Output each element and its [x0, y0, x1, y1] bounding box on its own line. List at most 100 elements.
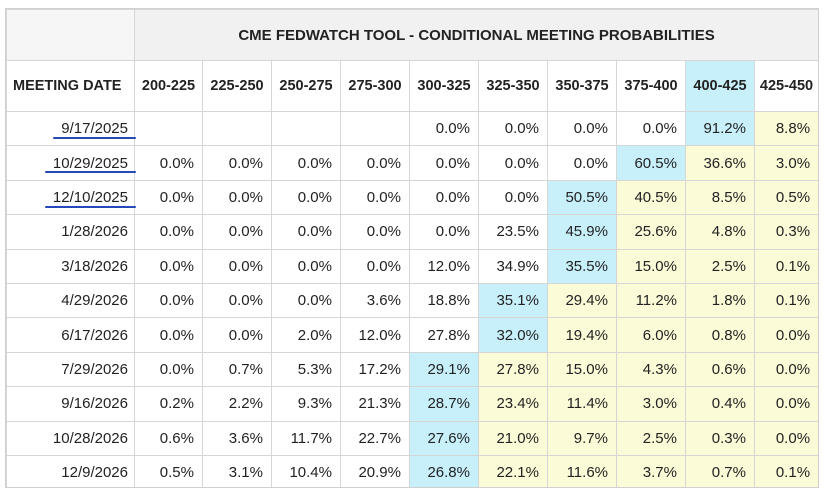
probability-cell: 0.1% [753, 282, 818, 319]
probability-cell: 1.8% [685, 282, 755, 319]
probability-cell: 6.0% [616, 317, 686, 353]
meeting-date-cell: 6/17/2026 [6, 317, 135, 353]
probability-cell: 15.0% [616, 248, 686, 284]
probability-cell: 0.0% [134, 145, 203, 181]
rate-range-header: 300-325 [409, 60, 479, 112]
probability-cell: 0.0% [134, 351, 203, 388]
probability-cell: 22.1% [478, 454, 548, 487]
probabilities-table: CME FEDWATCH TOOL - CONDITIONAL MEETING … [6, 9, 818, 487]
probability-cell: 22.7% [340, 420, 410, 456]
probability-cell: 17.2% [340, 351, 410, 388]
probability-cell: 0.0% [753, 351, 818, 388]
table-row: 4/29/2026 0.0% 0.0% 0.0% 3.6% 18.8% 35.1% 29.4%… [6, 282, 818, 319]
probability-cell: 0.3% [685, 420, 755, 456]
table-row: 9/16/2026 0.2% 2.2% 9.3% 21.3% 28.7% 23.4% 11.4… [6, 386, 818, 422]
probability-cell: 34.9% [478, 248, 548, 284]
meeting-date: 1/28/2026 [61, 223, 128, 241]
meeting-date-cell: 9/17/2025 [6, 110, 136, 147]
meeting-date: 10/29/2025 [52, 154, 128, 172]
probability-cell: 0.7% [685, 454, 755, 487]
probability-cell: 0.8% [685, 317, 755, 353]
probability-cell: 0.0% [134, 282, 203, 319]
probability-cell: 3.0% [616, 386, 686, 422]
meeting-date-cell: 12/9/2026 [6, 454, 135, 487]
probability-cell: 0.5% [753, 179, 818, 216]
probability-cell: 9.7% [547, 420, 617, 456]
probability-cell: 29.4% [547, 282, 617, 319]
probability-cell: 21.3% [340, 386, 410, 422]
meeting-date: 3/18/2026 [61, 257, 128, 275]
probability-cell: 29.1% [409, 351, 479, 388]
probability-cell: 0.7% [202, 351, 272, 388]
probability-cell: 0.0% [340, 248, 410, 284]
probability-cell: 0.0% [409, 214, 479, 250]
table-row: 3/18/2026 0.0% 0.0% 0.0% 0.0% 12.0% 34.9% 35.5%… [6, 248, 818, 284]
probability-cell: 2.0% [271, 317, 341, 353]
probability-cell: 8.8% [753, 110, 818, 147]
probability-cell: 0.0% [478, 145, 548, 181]
probability-cell: 11.7% [271, 420, 341, 456]
probability-cell: 4.3% [616, 351, 686, 388]
meeting-date-cell: 1/28/2026 [6, 214, 135, 250]
probability-cell: 0.0% [547, 110, 617, 147]
probability-cell: 0.4% [685, 386, 755, 422]
probability-cell: 60.5% [616, 145, 686, 181]
probability-cell: 0.0% [202, 179, 272, 216]
probability-cell: 0.0% [134, 214, 203, 250]
rate-range-header: 225-250 [202, 60, 272, 112]
probability-cell: 0.0% [340, 179, 410, 216]
probability-cell: 26.8% [409, 454, 479, 487]
rate-range-header: 425-450 [753, 60, 818, 112]
table-row: 10/29/2025 0.0% 0.0% 0.0% 0.0% 0.0% 0.0% 0.0% 60… [6, 145, 818, 181]
probability-cell: 0.0% [409, 145, 479, 181]
meeting-date: 7/29/2026 [61, 360, 128, 378]
table-body: 9/17/2025 0.0% 0.0% 0.0% 0.0% 91.2% 8.8% 10/29/… [6, 110, 818, 487]
probability-cell: 0.0% [478, 110, 548, 147]
probability-cell: 27.8% [409, 317, 479, 353]
probability-cell: 3.7% [616, 454, 686, 487]
probability-cell: 0.0% [271, 179, 341, 216]
probability-cell: 11.4% [547, 386, 617, 422]
probability-cell: 36.6% [685, 145, 755, 181]
corner-cell [6, 9, 135, 61]
probability-cell: 25.6% [616, 214, 686, 250]
probability-cell: 27.6% [409, 420, 479, 456]
rate-range-header: 275-300 [340, 60, 410, 112]
probability-cell: 0.0% [134, 179, 203, 216]
probability-cell: 0.0% [271, 248, 341, 284]
probability-cell [134, 110, 203, 147]
probability-cell: 3.1% [202, 454, 272, 487]
probability-cell: 11.2% [616, 282, 686, 319]
probability-cell: 2.5% [685, 248, 755, 284]
rate-range-header: 350-375 [547, 60, 617, 112]
probability-cell: 12.0% [340, 317, 410, 353]
meeting-date-cell: 10/29/2025 [6, 145, 136, 181]
probability-cell: 0.0% [271, 282, 341, 319]
probability-cell: 0.0% [616, 110, 686, 147]
probability-cell: 0.0% [340, 214, 410, 250]
meeting-date: 12/10/2025 [52, 188, 128, 206]
probability-cell [340, 110, 410, 147]
probability-cell: 91.2% [685, 110, 755, 147]
probability-cell: 2.2% [202, 386, 272, 422]
probability-cell: 18.8% [409, 282, 479, 319]
handwritten-underline [45, 205, 136, 208]
probability-cell: 0.0% [753, 317, 818, 353]
probability-cell: 0.0% [271, 145, 341, 181]
column-header-row: MEETING DATE 200-225 225-250 250-275 275-30… [6, 60, 818, 112]
fedwatch-table-frame: CME FEDWATCH TOOL - CONDITIONAL MEETING … [5, 8, 819, 488]
handwritten-underline [45, 171, 136, 174]
probability-cell: 0.0% [547, 145, 617, 181]
probability-cell: 0.0% [134, 248, 203, 284]
probability-cell: 0.2% [134, 386, 203, 422]
probability-cell: 3.6% [340, 282, 410, 319]
probability-cell: 0.1% [753, 454, 818, 487]
probability-cell: 32.0% [478, 317, 548, 353]
probability-cell: 0.6% [134, 420, 203, 456]
rate-range-header: 325-350 [478, 60, 548, 112]
table-row: 6/17/2026 0.0% 0.0% 2.0% 12.0% 27.8% 32.0% 19.4… [6, 317, 818, 353]
rate-range-header: 375-400 [616, 60, 686, 112]
probability-cell: 23.5% [478, 214, 548, 250]
probability-cell: 15.0% [547, 351, 617, 388]
table-row: 10/28/2026 0.6% 3.6% 11.7% 22.7% 27.6% 21.0% 9.… [6, 420, 818, 456]
